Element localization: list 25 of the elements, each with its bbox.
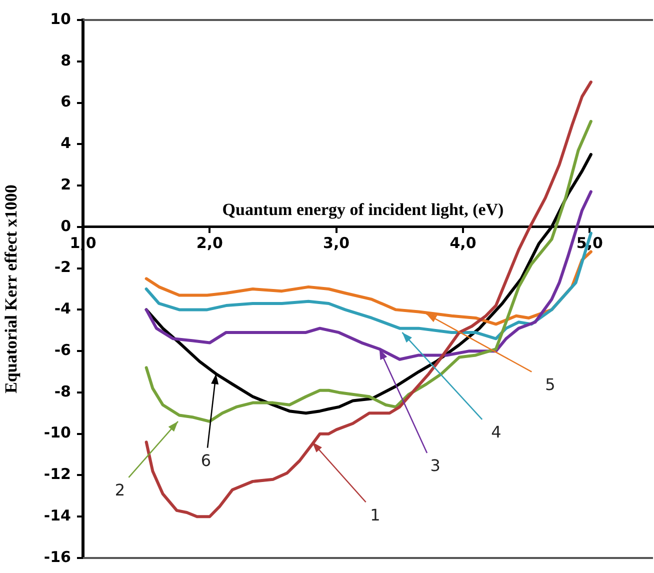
x-tick-label: 3,0 <box>323 234 350 252</box>
y-tick-label: -8 <box>54 382 71 400</box>
y-tick-label: 8 <box>60 51 71 70</box>
y-tick-label: -12 <box>44 465 71 484</box>
y-tick-label: -10 <box>44 424 71 442</box>
annotation: 5 <box>545 374 556 394</box>
y-tick-label: 4 <box>60 134 71 152</box>
annotation: 2 <box>114 480 126 500</box>
y-tick-label: -14 <box>44 506 71 525</box>
y-tick-label: 6 <box>60 92 71 111</box>
y-tick-label: -6 <box>54 340 71 359</box>
y-tick-label: 0 <box>60 216 71 235</box>
y-tick-label: 10 <box>50 10 71 28</box>
annotation: 4 <box>491 422 502 442</box>
annotation: 6 <box>200 450 212 470</box>
annotation: 1 <box>370 505 380 524</box>
y-tick-label: -2 <box>54 258 71 276</box>
annotation: 3 <box>430 456 440 476</box>
x-axis-title: Quantum energy of incident light, (eV) <box>222 200 504 219</box>
y-tick-label: -4 <box>54 300 71 318</box>
x-tick-label: 4,0 <box>450 234 476 252</box>
y-axis-title: Equatorial Kerr effect x1000 <box>2 184 21 394</box>
x-tick-label: 2,0 <box>196 234 223 252</box>
y-tick-label: 2 <box>60 175 71 194</box>
y-tick-label: -16 <box>44 548 71 566</box>
